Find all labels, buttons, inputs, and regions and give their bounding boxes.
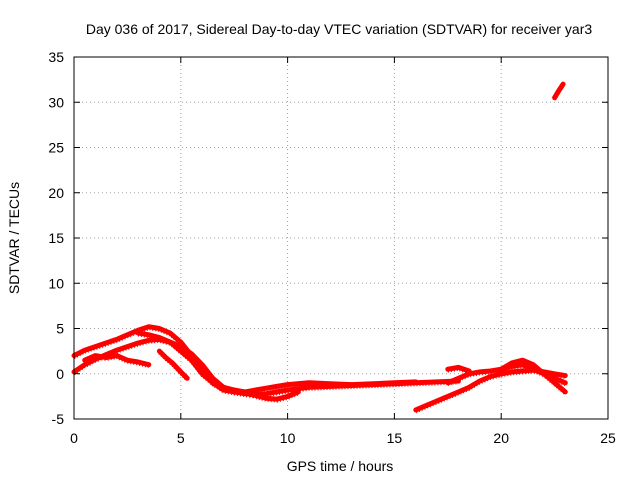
y-axis-label: SDTVAR / TECUs bbox=[6, 182, 22, 294]
x-tick-label: 20 bbox=[493, 430, 509, 446]
y-tick-label: 30 bbox=[48, 94, 64, 110]
series-arc-4-jitter bbox=[137, 333, 299, 403]
series-arc-8 bbox=[498, 357, 568, 395]
data-series bbox=[71, 81, 568, 414]
y-tick-label: 15 bbox=[48, 230, 64, 246]
series-arc-3-jitter bbox=[84, 356, 150, 369]
x-tick-label: 0 bbox=[70, 430, 78, 446]
series-arc-3 bbox=[82, 353, 152, 368]
axis-ticks: 0 5 10 15 20 25 -5 0 5 10 15 20 25 30 35 bbox=[48, 49, 616, 446]
y-tick-label: 10 bbox=[48, 275, 64, 291]
y-tick-label: 20 bbox=[48, 185, 64, 201]
x-tick-label: 25 bbox=[600, 430, 616, 446]
y-tick-label: 0 bbox=[56, 366, 64, 382]
y-tick-label: 25 bbox=[48, 140, 64, 156]
series-arc-5-jitter bbox=[158, 352, 189, 382]
x-axis-label: GPS time / hours bbox=[287, 458, 394, 474]
series-arc-9 bbox=[445, 364, 472, 374]
x-tick-label: 5 bbox=[177, 430, 185, 446]
x-tick-label: 10 bbox=[280, 430, 296, 446]
x-tick-label: 15 bbox=[387, 430, 403, 446]
series-arc-4 bbox=[135, 330, 301, 402]
chart-title: Day 036 of 2017, Sidereal Day-to-day VTE… bbox=[86, 21, 592, 37]
y-tick-label: 5 bbox=[56, 321, 64, 337]
series-arc-9-jitter bbox=[447, 367, 470, 375]
y-tick-label: -5 bbox=[52, 411, 65, 427]
y-tick-label: 35 bbox=[48, 49, 64, 65]
series-arc-5 bbox=[156, 348, 190, 381]
series-arc-8-jitter bbox=[500, 360, 567, 396]
